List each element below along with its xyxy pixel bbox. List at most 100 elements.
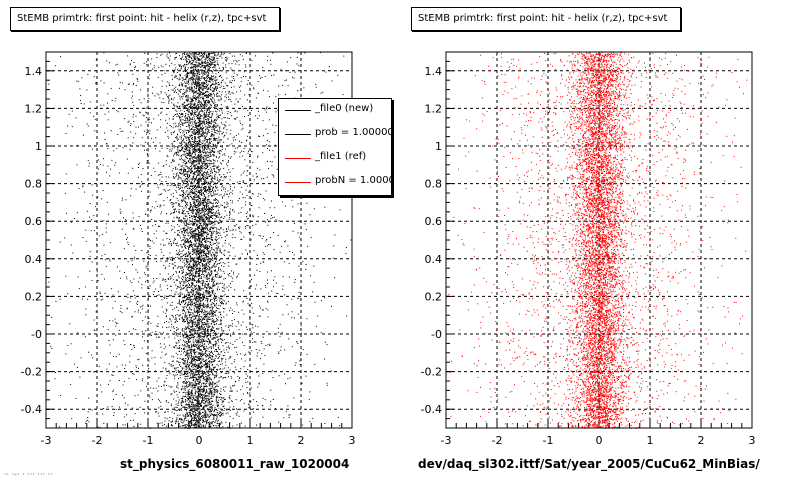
scatter-point xyxy=(166,258,168,260)
scatter-point xyxy=(202,305,204,307)
scatter-point xyxy=(201,128,203,129)
scatter-point xyxy=(224,191,226,193)
scatter-point xyxy=(208,205,210,207)
scatter-point xyxy=(132,264,133,266)
scatter-point xyxy=(201,133,203,135)
scatter-point xyxy=(177,414,179,416)
scatter-point xyxy=(232,92,234,94)
scatter-point xyxy=(199,268,201,270)
scatter-point xyxy=(184,170,186,172)
scatter-point xyxy=(309,409,311,410)
scatter-point xyxy=(205,135,207,137)
scatter-point xyxy=(212,360,214,362)
scatter-point xyxy=(188,306,190,308)
scatter-point xyxy=(89,270,91,272)
scatter-point xyxy=(161,251,163,253)
scatter-point xyxy=(236,116,238,118)
scatter-point xyxy=(176,191,178,193)
scatter-point xyxy=(239,400,241,402)
scatter-point xyxy=(299,360,301,362)
scatter-point xyxy=(192,336,194,338)
scatter-point xyxy=(215,256,217,258)
scatter-point xyxy=(187,321,189,323)
scatter-point xyxy=(197,364,199,366)
scatter-point xyxy=(205,119,207,121)
scatter-point xyxy=(179,65,181,67)
scatter-point xyxy=(198,182,200,183)
scatter-point xyxy=(113,412,115,414)
scatter-point xyxy=(166,155,168,157)
scatter-point xyxy=(185,379,186,381)
scatter-point xyxy=(309,391,311,393)
scatter-point xyxy=(186,53,188,54)
scatter-point xyxy=(204,260,205,262)
scatter-point xyxy=(241,239,243,240)
scatter-point xyxy=(226,84,228,86)
scatter-point xyxy=(189,297,191,299)
scatter-point xyxy=(178,399,180,401)
scatter-point xyxy=(218,380,220,382)
scatter-point xyxy=(185,106,186,108)
scatter-point xyxy=(208,185,210,187)
scatter-point xyxy=(193,349,195,351)
scatter-point xyxy=(186,354,188,356)
scatter-point xyxy=(183,339,184,341)
scatter-point xyxy=(171,183,173,185)
scatter-point xyxy=(294,364,296,366)
scatter-point xyxy=(217,369,219,371)
scatter-point xyxy=(152,92,153,94)
scatter-point xyxy=(198,195,200,197)
scatter-point xyxy=(198,206,200,208)
scatter-point xyxy=(133,105,135,106)
scatter-point xyxy=(220,314,222,316)
scatter-point xyxy=(190,185,192,187)
scatter-point xyxy=(228,401,230,403)
scatter-point xyxy=(211,208,213,210)
scatter-point xyxy=(247,254,248,256)
scatter-point xyxy=(211,62,213,64)
scatter-point xyxy=(229,273,230,274)
scatter-point xyxy=(221,275,222,277)
scatter-point xyxy=(196,84,198,86)
scatter-point xyxy=(158,225,159,227)
scatter-point xyxy=(197,252,199,254)
scatter-point xyxy=(193,133,195,135)
scatter-point xyxy=(184,382,186,384)
scatter-point xyxy=(175,190,177,192)
scatter-point xyxy=(207,251,209,252)
scatter-point xyxy=(229,171,231,173)
scatter-point xyxy=(186,89,188,91)
scatter-point xyxy=(207,160,209,162)
scatter-point xyxy=(76,212,78,214)
scatter-point xyxy=(164,92,166,94)
scatter-point xyxy=(185,182,187,184)
scatter-point xyxy=(60,56,62,58)
scatter-point xyxy=(185,146,186,148)
scatter-point xyxy=(193,269,195,271)
scatter-point xyxy=(193,267,195,269)
scatter-point xyxy=(196,190,198,192)
scatter-point xyxy=(177,382,179,384)
scatter-point xyxy=(174,90,176,92)
scatter-point xyxy=(214,110,216,112)
scatter-point xyxy=(141,231,143,232)
scatter-point xyxy=(206,409,208,411)
scatter-point xyxy=(200,189,202,191)
scatter-point xyxy=(181,301,183,303)
scatter-point xyxy=(206,307,208,309)
scatter-point xyxy=(194,52,196,54)
scatter-point xyxy=(188,111,190,113)
scatter-point xyxy=(187,96,189,98)
scatter-point xyxy=(195,196,197,198)
scatter-point xyxy=(178,210,180,212)
scatter-point xyxy=(187,240,189,242)
scatter-point xyxy=(204,189,206,191)
scatter-point xyxy=(191,143,193,145)
scatter-point xyxy=(211,101,213,103)
scatter-point xyxy=(93,319,95,321)
scatter-point xyxy=(221,52,222,54)
scatter-point xyxy=(164,354,166,356)
scatter-point xyxy=(166,297,168,299)
scatter-point xyxy=(185,105,187,106)
scatter-point xyxy=(182,239,184,241)
